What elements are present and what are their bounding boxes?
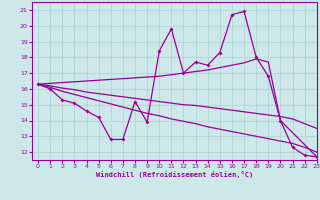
X-axis label: Windchill (Refroidissement éolien,°C): Windchill (Refroidissement éolien,°C) [96, 171, 253, 178]
